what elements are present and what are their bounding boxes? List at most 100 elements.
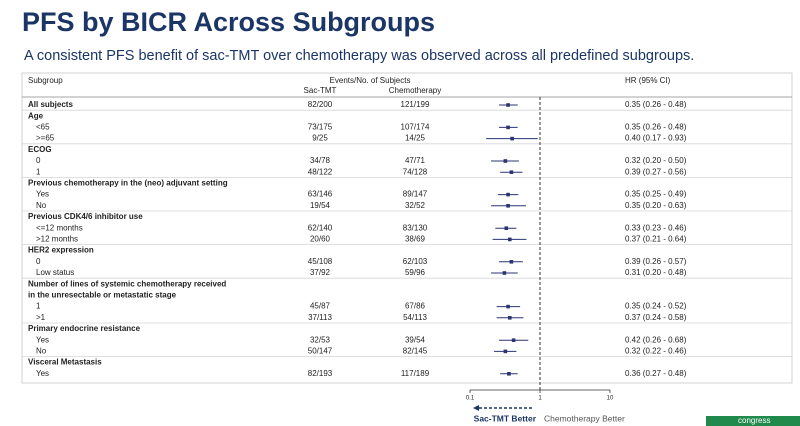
events-chemo: 62/103	[403, 257, 428, 266]
hr-point	[506, 304, 510, 309]
hr-label: 0.35 (0.26 - 0.48)	[625, 123, 687, 132]
row-label: Low status	[36, 268, 74, 277]
group-label: Previous CDK4/6 inhibitor use	[28, 212, 143, 221]
hr-label: 0.42 (0.26 - 0.68)	[625, 335, 687, 344]
hr-point	[506, 103, 510, 107]
logo-strip	[706, 416, 800, 426]
events-chemo: 67/86	[405, 302, 426, 311]
row-label: <65	[36, 123, 50, 132]
hr-point	[506, 192, 510, 197]
hr-point	[509, 260, 514, 264]
events-chemo: 39/54	[405, 335, 426, 344]
events-sac-tmt: 82/200	[308, 100, 333, 109]
events-chemo: 32/52	[405, 201, 426, 210]
events-sac-tmt: 50/147	[308, 347, 333, 356]
row-label: No	[36, 201, 47, 210]
events-chemo: 82/145	[403, 347, 428, 356]
events-sac-tmt: 62/140	[308, 223, 333, 232]
row-label: >=65	[36, 134, 55, 143]
column-header: Events/No. of Subjects	[330, 76, 411, 85]
hr-point	[507, 237, 512, 242]
hr-point	[506, 125, 510, 130]
row-label: Yes	[36, 335, 49, 344]
row-label: >12 months	[36, 235, 78, 244]
row-label: 1	[36, 302, 41, 311]
favor-arrowhead	[473, 405, 479, 411]
hr-point	[511, 338, 516, 342]
slide-title: PFS by BICR Across Subgroups	[22, 7, 435, 37]
events-chemo: 107/174	[401, 123, 430, 132]
events-sac-tmt: 45/108	[308, 257, 333, 266]
group-label: Age	[28, 111, 44, 120]
hr-label: 0.35 (0.25 - 0.49)	[625, 190, 687, 199]
row-label: 1	[36, 167, 41, 176]
x-tick-label: 1	[538, 396, 542, 402]
hr-label: 0.39 (0.27 - 0.56)	[625, 167, 687, 176]
table-frame	[21, 72, 793, 384]
events-sac-tmt: 37/92	[310, 268, 331, 277]
events-chemo: 54/113	[403, 313, 427, 322]
row-label: 0	[36, 257, 41, 266]
group-label: All subjects	[28, 100, 73, 109]
events-chemo: 14/25	[405, 134, 426, 143]
hr-label: 0.32 (0.22 - 0.46)	[625, 347, 687, 356]
row-label: Yes	[36, 369, 49, 378]
events-sac-tmt: 48/122	[308, 167, 333, 176]
hr-point	[510, 136, 514, 141]
logo-text: congress	[738, 416, 770, 425]
row-label: Yes	[36, 190, 49, 199]
events-sac-tmt: 73/175	[308, 123, 333, 132]
events-chemo: 83/130	[403, 223, 428, 232]
hr-point	[503, 159, 508, 163]
events-chemo: 38/69	[405, 235, 426, 244]
events-chemo: 47/71	[405, 156, 426, 165]
events-sac-tmt: 20/60	[310, 235, 331, 244]
hr-label: 0.40 (0.17 - 0.93)	[625, 134, 687, 143]
column-header: Chemotherapy	[389, 86, 441, 95]
slide-subtitle: A consistent PFS benefit of sac-TMT over…	[24, 48, 694, 64]
group-label: Previous chemotherapy in the (neo) adjuv…	[28, 179, 228, 188]
group-label: Primary endocrine resistance	[28, 324, 141, 333]
hr-point	[507, 372, 511, 376]
row-label: 0	[36, 156, 41, 165]
hr-point	[507, 316, 512, 320]
hr-label: 0.35 (0.24 - 0.52)	[625, 302, 687, 311]
hr-label: 0.37 (0.24 - 0.58)	[625, 313, 687, 322]
group-label: HER2 expression	[28, 246, 94, 255]
events-sac-tmt: 37/113	[308, 313, 332, 322]
group-label: Visceral Metastasis	[28, 358, 102, 367]
column-header: Subgroup	[28, 76, 63, 85]
hr-label: 0.35 (0.26 - 0.48)	[625, 100, 687, 109]
hr-label: 0.33 (0.23 - 0.46)	[625, 223, 687, 232]
favor-right: Chemotherapy Better	[544, 413, 625, 423]
row-label: >1	[36, 313, 46, 322]
events-sac-tmt: 9/25	[312, 134, 328, 143]
row-label: <=12 months	[36, 223, 83, 232]
hr-point	[503, 349, 508, 354]
hr-point	[509, 170, 514, 174]
events-chemo: 59/96	[405, 268, 426, 277]
hr-point	[502, 271, 507, 275]
hr-point	[504, 226, 509, 230]
group-label: ECOG	[28, 145, 52, 154]
group-label: Number of lines of systemic chemotherapy…	[28, 279, 226, 288]
events-sac-tmt: 19/54	[310, 201, 331, 210]
events-sac-tmt: 82/193	[308, 369, 333, 378]
events-chemo: 117/189	[401, 369, 430, 378]
hr-label: 0.36 (0.27 - 0.48)	[625, 369, 687, 378]
events-sac-tmt: 63/146	[308, 190, 333, 199]
favor-left: Sac-TMT Better	[474, 413, 537, 423]
row-label: No	[36, 347, 47, 356]
x-tick-label: 0.1	[466, 396, 475, 402]
hr-point	[506, 204, 510, 208]
hr-label: 0.32 (0.20 - 0.50)	[625, 156, 687, 165]
hr-label: 0.31 (0.20 - 0.48)	[625, 268, 687, 277]
events-sac-tmt: 45/87	[310, 302, 331, 311]
group-label: in the unresectable or metastatic stage	[28, 291, 177, 300]
hr-label: 0.39 (0.26 - 0.57)	[625, 257, 687, 266]
x-tick-label: 10	[607, 396, 614, 402]
events-sac-tmt: 32/53	[310, 335, 331, 344]
column-header: Sac-TMT	[304, 86, 337, 95]
hr-label: 0.35 (0.20 - 0.63)	[625, 201, 687, 210]
